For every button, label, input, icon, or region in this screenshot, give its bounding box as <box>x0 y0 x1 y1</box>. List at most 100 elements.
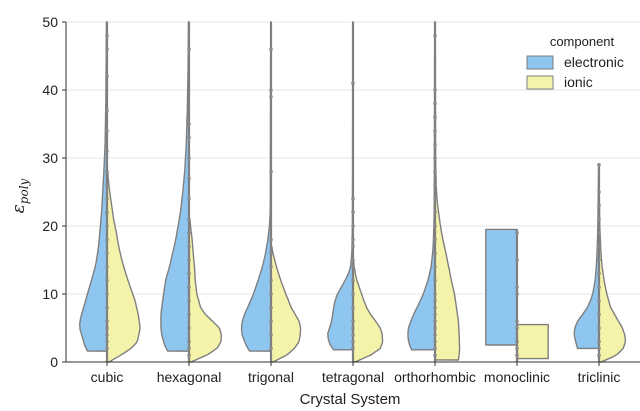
data-point-orthorhombic-19 <box>433 156 437 160</box>
data-point-cubic-0 <box>105 346 109 351</box>
data-point-tetragonal-8 <box>351 265 355 269</box>
violin-electronic-monoclinic <box>485 228 518 346</box>
data-point-cubic-4 <box>105 319 109 324</box>
data-point-monoclinic-0 <box>515 353 519 358</box>
data-point-monoclinic-6 <box>515 285 519 290</box>
violin-ionic-triclinic <box>598 198 627 363</box>
x-tick-label-trigonal: trigonal <box>248 369 294 385</box>
data-point-orthorhombic-1 <box>433 346 437 351</box>
data-point-cubic-11 <box>105 224 109 228</box>
data-point-tetragonal-9 <box>351 258 355 262</box>
data-point-tetragonal-2 <box>351 333 355 337</box>
data-point-cubic-17 <box>105 129 109 133</box>
violin-ionic-monoclinic <box>516 323 549 360</box>
legend-label-ionic: ionic <box>564 74 593 90</box>
y-tick-label-10: 10 <box>42 286 58 302</box>
data-point-hexagonal-1 <box>187 346 191 351</box>
data-point-hexagonal-17 <box>187 47 191 51</box>
data-point-cubic-21 <box>105 33 109 38</box>
data-point-orthorhombic-20 <box>433 142 437 147</box>
data-point-monoclinic-2 <box>515 339 519 344</box>
data-point-hexagonal-11 <box>187 217 191 221</box>
violin-ionic-hexagonal <box>188 218 222 363</box>
y-axis-title: εpoly <box>9 178 31 213</box>
data-point-trigonal-6 <box>269 265 273 269</box>
violin-ionic-orthorhombic <box>434 21 461 361</box>
data-point-trigonal-2 <box>269 319 273 324</box>
data-point-triclinic-14 <box>597 163 601 167</box>
data-point-hexagonal-8 <box>187 258 191 262</box>
y-tick-label-20: 20 <box>42 218 58 234</box>
y-tick-label-40: 40 <box>42 82 58 98</box>
violin-orthorhombic <box>407 21 461 362</box>
data-point-orthorhombic-0 <box>433 353 437 358</box>
data-point-hexagonal-9 <box>187 244 191 249</box>
data-point-orthorhombic-5 <box>433 319 437 324</box>
data-point-tetragonal-1 <box>351 339 355 344</box>
x-tick-label-orthorhombic: orthorhombic <box>394 369 476 385</box>
data-point-monoclinic-8 <box>515 231 519 235</box>
data-point-cubic-8 <box>105 265 109 269</box>
data-point-orthorhombic-8 <box>433 299 437 303</box>
x-tick-label-cubic: cubic <box>91 369 124 385</box>
data-point-orthorhombic-9 <box>433 292 437 296</box>
y-axis-title-base: ε <box>9 204 29 213</box>
violin-electronic-trigonal <box>240 21 272 352</box>
data-point-cubic-13 <box>105 197 109 201</box>
data-point-cubic-7 <box>105 278 109 283</box>
data-point-triclinic-11 <box>597 217 601 221</box>
data-point-orthorhombic-25 <box>433 33 437 38</box>
x-axis-title: Crystal System <box>300 391 401 408</box>
violin-electronic-orthorhombic <box>407 21 436 351</box>
data-point-cubic-14 <box>105 183 109 187</box>
data-point-hexagonal-3 <box>187 326 191 330</box>
data-point-tetragonal-12 <box>351 224 355 228</box>
data-point-trigonal-4 <box>269 292 273 296</box>
data-point-cubic-9 <box>105 251 109 255</box>
data-point-cubic-6 <box>105 292 109 296</box>
data-point-monoclinic-5 <box>515 292 519 296</box>
data-point-triclinic-2 <box>597 339 601 344</box>
data-point-triclinic-4 <box>597 312 601 317</box>
data-point-orthorhombic-15 <box>433 210 437 215</box>
data-point-tetragonal-11 <box>351 237 355 242</box>
x-tick-label-triclinic: triclinic <box>578 369 621 385</box>
violin-electronic-tetragonal <box>327 21 354 351</box>
data-point-tetragonal-0 <box>351 346 355 351</box>
data-point-triclinic-13 <box>597 190 601 194</box>
axes: 0 10 20 30 40 50 cubic hexagonal trigonal tetrago… <box>42 14 640 385</box>
data-point-tetragonal-10 <box>351 244 355 249</box>
violin-plot-area <box>79 21 627 363</box>
data-point-cubic-18 <box>105 108 109 113</box>
legend-swatch-ionic <box>526 75 554 90</box>
x-tick-label-hexagonal: hexagonal <box>157 369 222 385</box>
data-point-hexagonal-12 <box>187 197 191 201</box>
legend-label-electronic: electronic <box>564 54 624 70</box>
data-point-trigonal-10 <box>269 95 273 99</box>
data-point-orthorhombic-10 <box>433 278 437 283</box>
data-point-orthorhombic-3 <box>433 333 437 337</box>
data-point-orthorhombic-16 <box>433 197 437 201</box>
data-point-hexagonal-16 <box>187 122 191 126</box>
data-point-orthorhombic-12 <box>433 251 437 255</box>
data-point-orthorhombic-4 <box>433 326 437 330</box>
data-point-triclinic-7 <box>597 271 601 276</box>
data-point-orthorhombic-2 <box>433 339 437 344</box>
data-point-hexagonal-14 <box>187 156 191 160</box>
data-point-tetragonal-13 <box>351 210 355 215</box>
data-point-orthorhombic-24 <box>433 88 437 92</box>
data-point-orthorhombic-21 <box>433 129 437 133</box>
data-point-triclinic-0 <box>597 353 601 358</box>
data-point-hexagonal-2 <box>187 339 191 344</box>
data-point-orthorhombic-23 <box>433 101 437 106</box>
data-point-orthorhombic-22 <box>433 115 437 119</box>
violin-cubic <box>79 21 141 363</box>
data-point-orthorhombic-6 <box>433 312 437 317</box>
data-point-orthorhombic-17 <box>433 183 437 187</box>
data-point-hexagonal-5 <box>187 299 191 303</box>
data-point-cubic-20 <box>105 47 109 51</box>
violin-electronic-cubic <box>79 21 108 352</box>
y-tick-label-30: 30 <box>42 150 58 166</box>
data-point-trigonal-0 <box>269 346 273 351</box>
